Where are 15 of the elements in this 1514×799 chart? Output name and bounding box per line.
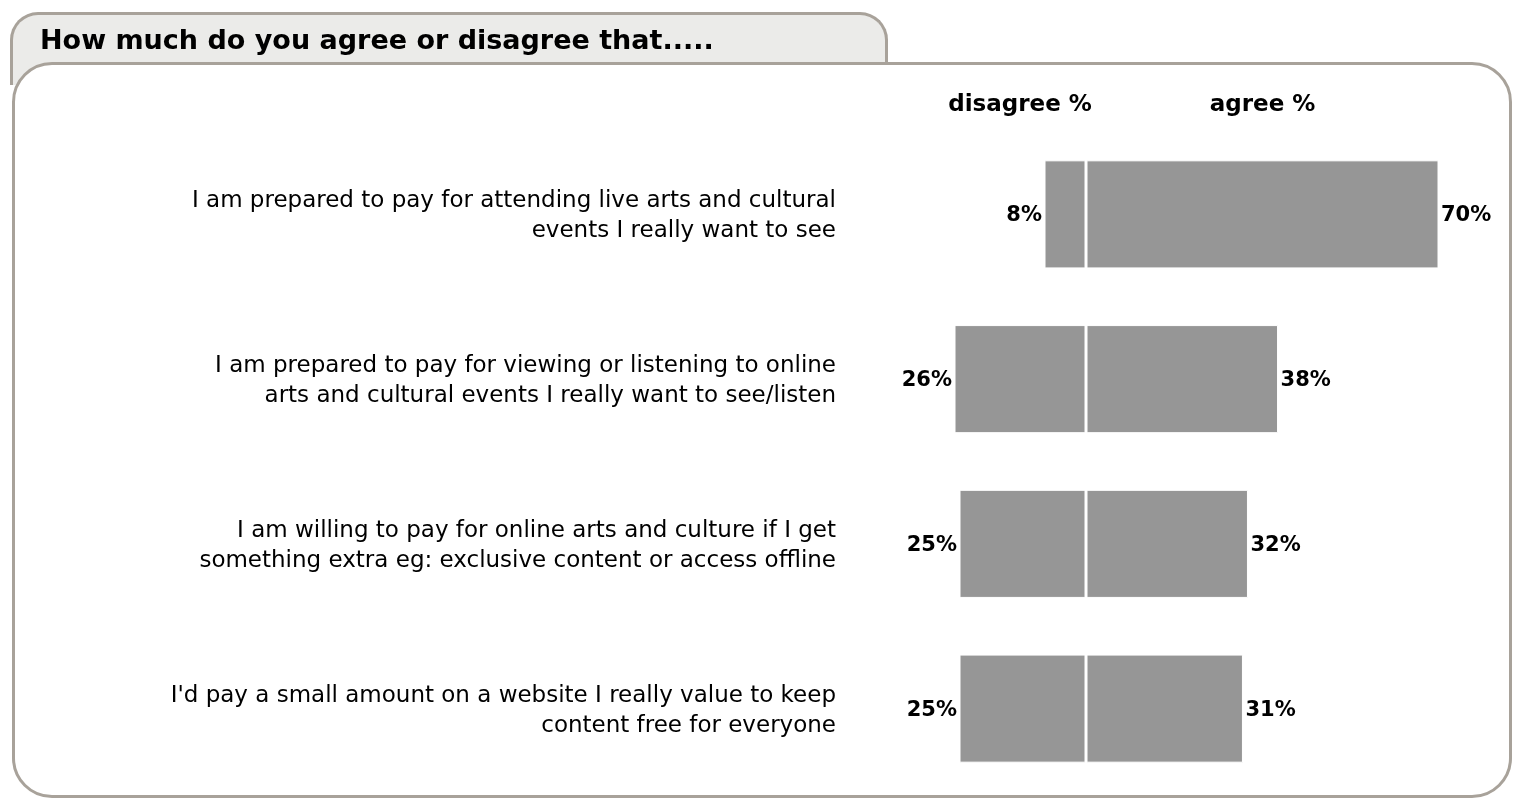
data-label: 25% [906, 531, 957, 556]
data-label: 32% [1250, 531, 1301, 556]
data-label: 31% [1245, 696, 1296, 721]
data-label: 70% [1441, 202, 1492, 227]
data-label: 26% [901, 367, 952, 392]
data-label: 25% [906, 696, 957, 721]
text: How much do you agree or disagree that..... [40, 24, 714, 55]
y-tick-label: I am willing to pay for online arts and culture if I get something extra eg: exclusive content or access offline [199, 515, 836, 572]
data-label: 8% [1006, 202, 1042, 227]
y-tick-label: I am prepared to pay for attending live arts and cultural events I really want to see [191, 186, 836, 243]
x-axis-title: agree % [1209, 90, 1316, 117]
x-axis-title: disagree % [948, 90, 1092, 117]
y-tick-label: I'd pay a small amount on a website I really value to keep content free for everyone [170, 680, 836, 737]
data-label: 38% [1280, 367, 1331, 392]
y-tick-label: I am prepared to pay for viewing or listening to online arts and cultural events I really want to see/listen [215, 351, 836, 408]
